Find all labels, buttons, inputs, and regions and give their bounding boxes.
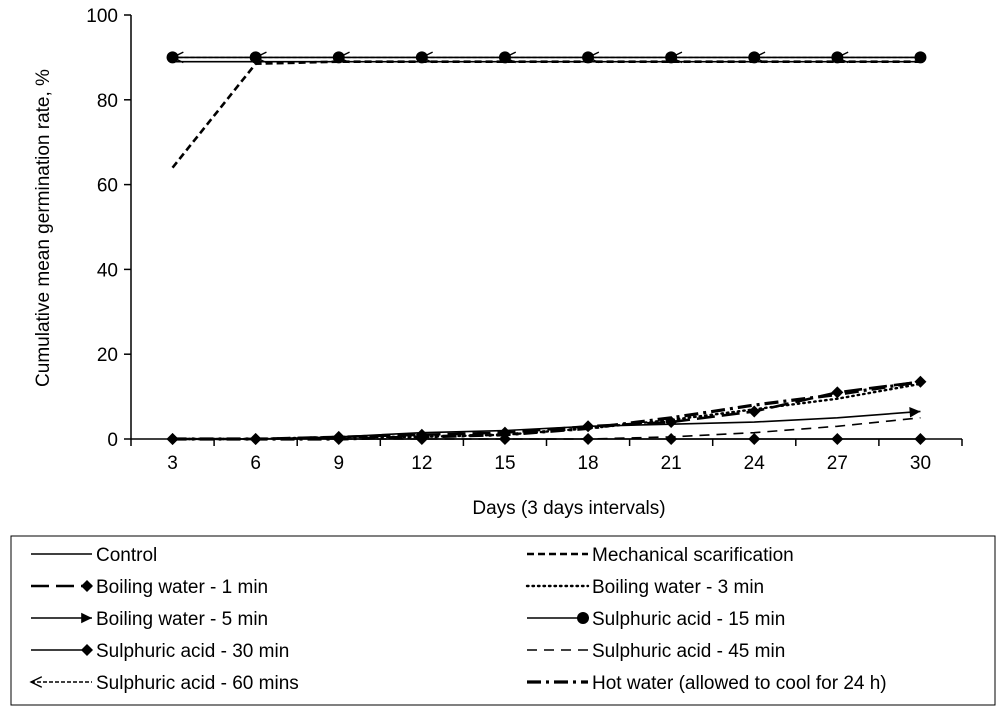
- x-tick-label: 24: [744, 453, 766, 474]
- y-tick-label: 60: [97, 176, 118, 197]
- series: [166, 375, 927, 445]
- series-line: [171, 382, 922, 441]
- legend-item: Boiling water - 1 min: [31, 577, 268, 598]
- legend-item: Boiling water - 3 min: [525, 577, 764, 598]
- arrow-marker: [81, 612, 92, 624]
- diamond-marker: [81, 580, 93, 592]
- y-tick-label: 20: [97, 345, 118, 366]
- diamond-marker: [914, 433, 927, 445]
- legend-label: Sulphuric acid - 60 mins: [96, 673, 299, 694]
- legend-item: Boiling water - 5 min: [31, 609, 268, 630]
- legend-item: Mechanical scarification: [527, 545, 794, 566]
- legend-item: Sulphuric acid - 45 min: [527, 641, 785, 662]
- legend-label: Boiling water - 1 min: [96, 577, 268, 598]
- y-tick-label: 0: [107, 430, 118, 451]
- x-tick-label: 6: [250, 453, 261, 474]
- legend-item: Control: [31, 545, 157, 566]
- series: [172, 380, 921, 441]
- open-arrow-marker: [170, 51, 184, 64]
- series-line: [172, 417, 921, 440]
- series-lines: [166, 51, 927, 445]
- x-tick-label: 30: [910, 453, 931, 474]
- open-arrow-marker: [254, 51, 267, 64]
- circle-marker: [577, 612, 589, 624]
- diamond-marker: [748, 433, 761, 445]
- diamond-marker: [914, 375, 927, 388]
- series-line: [171, 60, 921, 169]
- diamond-marker: [665, 433, 678, 445]
- legend-label: Boiling water - 5 min: [96, 609, 268, 630]
- legend-label: Hot water (allowed to cool for 24 h): [592, 673, 887, 694]
- y-tick-label: 40: [97, 260, 118, 281]
- open-arrow-marker: [669, 51, 683, 64]
- series: [172, 417, 921, 440]
- series-line: [172, 410, 921, 440]
- y-tick-label: 80: [97, 91, 118, 112]
- arrow-marker: [909, 407, 921, 418]
- diamond-marker: [81, 644, 93, 656]
- x-tick-label: 15: [494, 453, 515, 474]
- legend-label: Control: [96, 545, 157, 566]
- y-axis-title: Cumulative mean germination rate, %: [33, 69, 54, 387]
- series-line: [172, 380, 921, 441]
- legend-label: Boiling water - 3 min: [592, 577, 764, 598]
- open-arrow-marker: [337, 51, 350, 64]
- legend-item: Sulphuric acid - 30 min: [31, 641, 289, 662]
- legend-item: Sulphuric acid - 60 mins: [29, 673, 299, 694]
- x-axis-title: Days (3 days intervals): [472, 498, 665, 519]
- x-tick-label: 18: [577, 453, 598, 474]
- series: [172, 407, 921, 440]
- legend-label: Mechanical scarification: [592, 545, 794, 566]
- y-tick-label: 100: [86, 6, 118, 27]
- open-arrow-marker: [503, 51, 517, 64]
- open-arrow-marker: [752, 51, 766, 64]
- legend-box: [10, 535, 996, 706]
- series: [171, 60, 921, 169]
- open-arrow-marker: [29, 676, 43, 688]
- series: [171, 382, 922, 441]
- x-tick-label: 27: [827, 453, 848, 474]
- legend-label: Sulphuric acid - 45 min: [592, 641, 785, 662]
- x-tick-label: 21: [661, 453, 682, 474]
- x-tick-label: 9: [333, 453, 344, 474]
- diamond-marker: [748, 405, 761, 418]
- diamond-marker: [831, 433, 844, 445]
- series-line: [172, 380, 921, 441]
- legend-item: Sulphuric acid - 15 min: [527, 609, 785, 630]
- open-arrow-marker: [586, 51, 600, 64]
- open-arrow-marker: [420, 51, 433, 64]
- legend-label: Sulphuric acid - 15 min: [592, 609, 785, 630]
- series: [170, 51, 921, 64]
- open-arrow-marker: [835, 51, 849, 64]
- legend-item: Hot water (allowed to cool for 24 h): [527, 673, 887, 694]
- x-tick-label: 3: [167, 453, 178, 474]
- diamond-marker: [831, 386, 844, 399]
- legend: Control Mechanical scarification Boiling w…: [29, 545, 887, 694]
- legend-label: Sulphuric acid - 30 min: [96, 641, 289, 662]
- axes: 0 20 40 60 80 100 3 6 9 12 15 18 21 24 27 30: [86, 6, 963, 474]
- x-tick-label: 12: [411, 453, 432, 474]
